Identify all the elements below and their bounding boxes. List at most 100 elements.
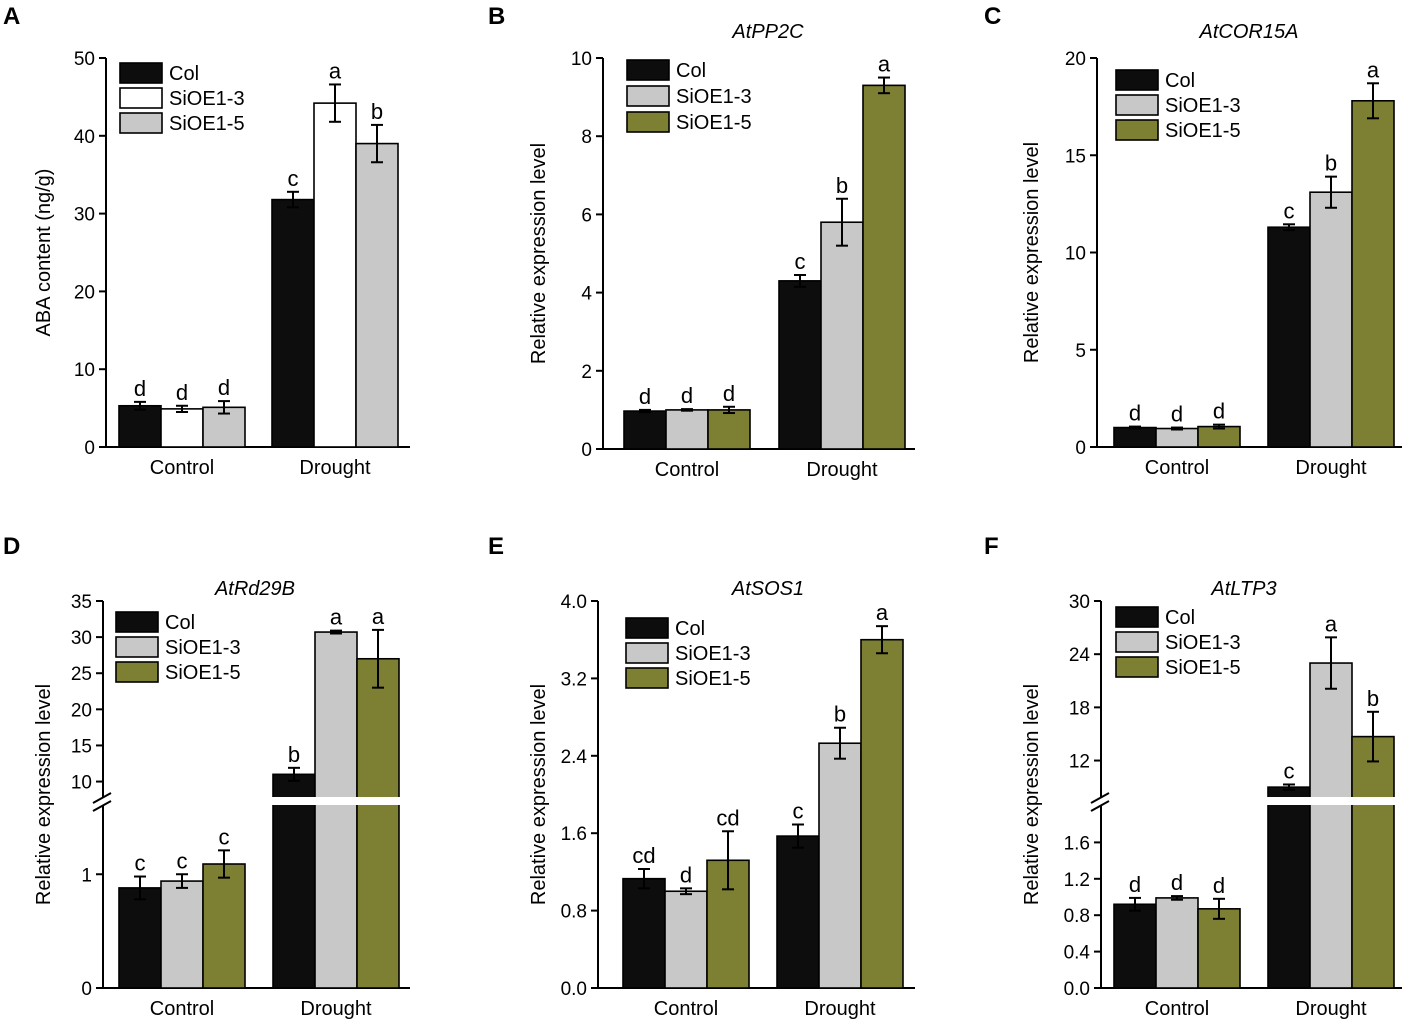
bar-col-control	[1113, 426, 1157, 448]
bar-sioe1-3-control	[1155, 427, 1199, 448]
legend-swatch	[1115, 631, 1159, 653]
bar-col-control	[1113, 903, 1157, 989]
legend-swatch	[1115, 606, 1159, 628]
axis-break-mark	[1090, 792, 1110, 804]
y-axis-label: ABA content (ng/g)	[33, 169, 55, 337]
y-tick-label: 20	[74, 282, 95, 303]
legend-swatch	[119, 112, 163, 134]
y-tick-label: 6	[581, 205, 592, 226]
legend-swatch	[119, 62, 163, 84]
bar-col-control	[622, 877, 666, 989]
bar-sioe1-3-control	[664, 890, 708, 989]
legend-swatch	[1115, 656, 1159, 678]
chart-title: AtRd29B	[214, 578, 295, 600]
significance-letter: c	[177, 848, 188, 873]
significance-letter: a	[1367, 57, 1380, 82]
bar-sioe1-5-control	[1197, 425, 1241, 448]
y-tick-label: 24	[1069, 645, 1091, 666]
panel-label-a: A	[3, 3, 20, 30]
chart-title: AtPP2C	[731, 21, 804, 43]
y-tick-label: 1.2	[1064, 870, 1090, 891]
legend-label: SiOE1-5	[165, 662, 241, 684]
legend-swatch	[115, 636, 159, 658]
x-category-label: Control	[150, 457, 214, 479]
bar-sioe1-3-drought	[313, 102, 357, 448]
bar-col-drought	[1267, 226, 1311, 448]
bar-sioe1-3-control	[665, 409, 709, 450]
y-tick-label: 3.2	[561, 669, 587, 690]
y-tick-label: 4	[581, 284, 592, 305]
significance-letter: a	[329, 58, 342, 83]
legend-label: SiOE1-5	[1165, 657, 1241, 679]
chart-title: AtSOS1	[731, 578, 804, 600]
y-axis-label: Relative expression level	[1021, 684, 1043, 905]
legend-label: SiOE1-5	[1165, 120, 1241, 142]
y-tick-label: 20	[1065, 49, 1086, 70]
significance-letter: a	[372, 604, 385, 629]
y-tick-label: 30	[1069, 592, 1090, 613]
y-tick-label: 1.6	[1064, 833, 1090, 854]
x-category-label: Control	[1145, 998, 1209, 1020]
bar-sioe1-3-drought	[1309, 191, 1353, 448]
legend-swatch	[626, 59, 670, 81]
y-tick-label: 0.8	[561, 902, 587, 923]
y-tick-label: 1.6	[561, 824, 587, 845]
legend-label: Col	[675, 618, 705, 640]
y-tick-label: 0.8	[1064, 906, 1090, 927]
x-category-label: Drought	[299, 457, 371, 479]
legend-swatch	[1115, 69, 1159, 91]
legend-swatch	[625, 642, 669, 664]
significance-letter: d	[681, 383, 693, 408]
legend-swatch	[115, 611, 159, 633]
bar-sioe1-5-drought	[355, 142, 399, 448]
panel-e: E AtSOS1 Relative expression level 0.0 0.8 1.…	[488, 533, 915, 1020]
bar-sioe1-5-drought	[1351, 99, 1395, 448]
significance-letter: d	[1213, 873, 1225, 898]
significance-letter: c	[795, 249, 806, 274]
significance-letter: a	[330, 605, 343, 630]
y-tick-label: 0	[581, 440, 592, 461]
significance-letter: c	[1284, 758, 1295, 783]
x-category-label: Drought	[300, 998, 372, 1020]
panel-f: F AtLTP3 Relative expression level 0.0 0.4 0.…	[984, 533, 1402, 1020]
y-tick-label: 30	[71, 628, 92, 649]
legend-label: Col	[169, 63, 199, 85]
y-tick-label: 15	[71, 736, 92, 757]
y-tick-label: 0.4	[1064, 943, 1091, 964]
bar-sioe1-5-drought	[860, 638, 904, 989]
y-tick-label: 0.0	[561, 979, 587, 1000]
bar-col-drought	[1267, 786, 1311, 989]
y-tick-label: 10	[1065, 244, 1086, 265]
significance-letter: d	[134, 376, 146, 401]
y-tick-label: 12	[1069, 752, 1090, 773]
axis-break-gap	[93, 797, 410, 805]
panel-c: C AtCOR15A Relative expression level 0 5 10 15…	[984, 3, 1402, 479]
bar-col-control	[118, 404, 162, 448]
y-tick-label: 2.4	[561, 747, 588, 768]
legend-label: SiOE1-3	[675, 643, 751, 665]
panel-b: B AtPP2C Relative expression level 0 2 4 6 8 10 d…	[488, 3, 915, 481]
legend-label: Col	[1165, 607, 1195, 629]
panel-label-d: D	[3, 533, 20, 560]
legend-label: SiOE1-5	[675, 668, 751, 690]
bar-sioe1-5-control	[1197, 908, 1241, 989]
significance-letter: d	[1171, 402, 1183, 427]
bar-sioe1-3-control	[1155, 897, 1199, 989]
y-tick-label: 15	[1065, 146, 1086, 167]
significance-letter: b	[1325, 151, 1337, 176]
significance-letter: d	[1213, 399, 1225, 424]
legend-label: Col	[676, 60, 706, 82]
significance-letter: a	[878, 52, 891, 77]
y-tick-label: 2	[581, 362, 592, 383]
y-tick-label: 10	[571, 49, 592, 70]
x-category-label: Drought	[1295, 457, 1367, 479]
significance-letter: d	[1129, 401, 1141, 426]
legend-label: SiOE1-3	[169, 88, 245, 110]
y-tick-label: 35	[71, 592, 92, 613]
significance-letter: a	[1325, 611, 1338, 636]
chart-title: AtCOR15A	[1199, 21, 1299, 43]
axis-break-mark	[92, 800, 112, 812]
legend-label: SiOE1-3	[165, 637, 241, 659]
significance-letter: cd	[632, 843, 655, 868]
